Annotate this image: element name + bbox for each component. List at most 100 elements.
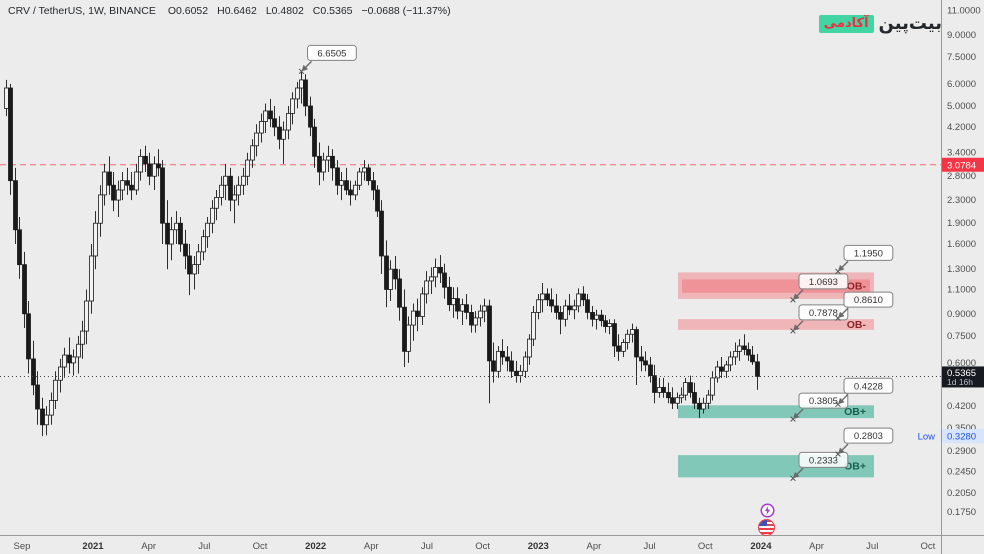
candle-body bbox=[129, 184, 134, 191]
time-tick-label: Apr bbox=[364, 541, 379, 552]
candle-body bbox=[245, 159, 250, 177]
lightning-marker-icon[interactable] bbox=[760, 503, 775, 518]
price-tick-label: 0.2900 bbox=[947, 446, 976, 457]
order-block-zone-2[interactable]: OB- bbox=[678, 319, 874, 331]
candle-body bbox=[487, 305, 492, 362]
price-tick-label: 0.3500 bbox=[947, 423, 976, 434]
candle-body bbox=[232, 194, 237, 201]
candle-body bbox=[706, 394, 711, 404]
candle-body bbox=[603, 320, 608, 327]
flag-marker-icon[interactable] bbox=[758, 519, 775, 536]
callout-text: 6.6505 bbox=[317, 48, 346, 59]
peak-price-callout[interactable]: 6.6505 bbox=[298, 44, 357, 75]
zone-2-high-callout[interactable]: 0.8610 bbox=[835, 291, 894, 321]
callout-text: 0.2333 bbox=[809, 455, 838, 466]
candle-body bbox=[464, 304, 469, 313]
candle-body bbox=[366, 167, 371, 182]
price-tick-label: 1.9000 bbox=[947, 218, 976, 229]
candle-body bbox=[581, 293, 586, 301]
candle-body bbox=[639, 356, 644, 362]
candle-body bbox=[554, 305, 559, 313]
time-tick-label: Jul bbox=[644, 541, 656, 552]
time-tick-label: Sep bbox=[14, 541, 31, 552]
candle-body bbox=[518, 370, 523, 377]
resistance-price-label: 3.0784 bbox=[942, 157, 984, 172]
candle-body bbox=[643, 360, 648, 366]
price-tick-label: 0.6000 bbox=[947, 358, 976, 369]
ohlc-close: C0.5365 bbox=[312, 5, 353, 17]
low-label-text: 0.3280 bbox=[947, 432, 976, 443]
price-axis[interactable]: 11.0000 9.0000 7.5000 6.0000 5.0000 4.2000 3.4… bbox=[941, 0, 984, 554]
candle-body bbox=[147, 163, 152, 177]
candle-body bbox=[295, 87, 300, 100]
time-tick-label: Jul bbox=[866, 541, 878, 552]
candle-body bbox=[22, 264, 27, 315]
candle-body bbox=[44, 414, 49, 426]
zone-label: OB- bbox=[847, 319, 867, 331]
callout-text: 0.4228 bbox=[854, 381, 883, 392]
candle-body bbox=[241, 175, 246, 186]
zone-3-high-callout[interactable]: 0.4228 bbox=[835, 377, 894, 408]
candle-body bbox=[219, 184, 224, 198]
candle-body bbox=[411, 310, 416, 326]
time-tick-label: Oct bbox=[698, 541, 713, 552]
zone-1-low-callout[interactable]: 1.0693 bbox=[790, 273, 849, 303]
symbol-title[interactable]: CRV / TetherUS, 1W, BINANCE bbox=[8, 5, 156, 17]
candle-body bbox=[201, 236, 206, 253]
candle-body bbox=[549, 299, 554, 307]
candle-body bbox=[268, 110, 273, 120]
candle-body bbox=[384, 255, 389, 290]
candle-body bbox=[71, 356, 76, 364]
candle-body bbox=[469, 312, 474, 326]
time-axis[interactable]: Sep 2021 Apr Jul Oct 2022 Apr Jul Oct 2023 Apr Jul O… bbox=[0, 535, 984, 553]
candle-body bbox=[491, 360, 496, 372]
candle-body bbox=[98, 194, 103, 224]
ohlc-low: L0.4802 bbox=[265, 5, 304, 17]
price-tick-label: 9.0000 bbox=[947, 30, 976, 41]
candle-body bbox=[192, 264, 197, 275]
time-tick-label: 2024 bbox=[750, 541, 772, 552]
price-tick-label: 11.0000 bbox=[947, 5, 981, 16]
candle-body bbox=[76, 343, 81, 358]
candle-body bbox=[250, 145, 255, 161]
candle-body bbox=[125, 180, 130, 186]
price-tick-label: 0.1750 bbox=[947, 507, 976, 518]
logo-brand-text: بیت‌پین bbox=[878, 13, 942, 33]
candle-body bbox=[17, 229, 22, 266]
candle-body bbox=[196, 251, 201, 266]
zone-4-high-callout[interactable]: 0.2803 bbox=[835, 427, 894, 457]
candle-body bbox=[540, 293, 545, 301]
candle-body bbox=[111, 184, 116, 201]
candle-body bbox=[254, 132, 259, 147]
callout-text: 0.3805 bbox=[809, 396, 838, 407]
candle-body bbox=[272, 118, 277, 128]
candle-body bbox=[357, 171, 362, 186]
candle-body bbox=[210, 207, 215, 224]
candle-body bbox=[317, 155, 322, 173]
callout-arrowhead bbox=[793, 324, 800, 331]
candle-body bbox=[438, 266, 443, 274]
candle-body bbox=[388, 268, 393, 290]
candle-body bbox=[397, 278, 402, 308]
candle-body bbox=[286, 113, 291, 131]
candle-body bbox=[362, 167, 367, 173]
zone-1-high-callout[interactable]: 1.1950 bbox=[835, 244, 894, 275]
time-tick-label: Oct bbox=[253, 541, 268, 552]
price-tick-label: 0.2050 bbox=[947, 488, 976, 499]
callout-arrowhead bbox=[793, 293, 800, 300]
time-tick-label: Apr bbox=[141, 541, 156, 552]
current-label-bg bbox=[942, 366, 984, 388]
candle-body bbox=[165, 222, 170, 245]
callout-text: 1.0693 bbox=[809, 277, 838, 288]
candle-body bbox=[174, 222, 179, 231]
candle-body bbox=[755, 361, 760, 377]
candle-body bbox=[661, 387, 666, 393]
candle-body bbox=[263, 110, 268, 122]
candle-body bbox=[379, 210, 384, 257]
candle-body bbox=[187, 255, 192, 275]
callout-arrowhead bbox=[793, 412, 800, 420]
price-tick-label: 3.4000 bbox=[947, 148, 976, 159]
zone-3-low-callout[interactable]: 0.3805 bbox=[790, 392, 849, 422]
candle-body bbox=[84, 300, 89, 332]
